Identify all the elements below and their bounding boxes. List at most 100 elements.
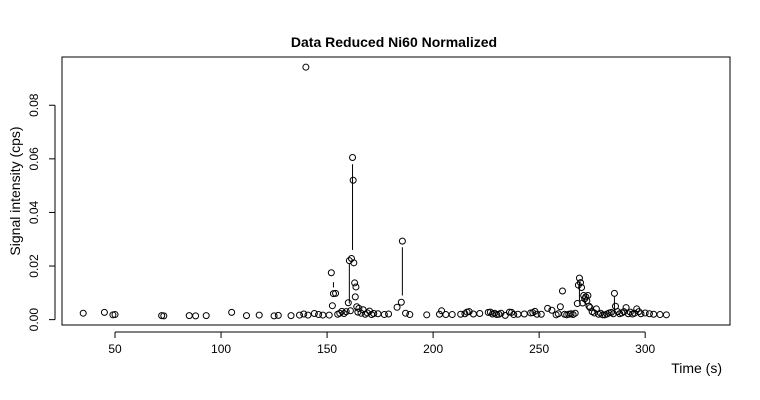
data-point (380, 311, 388, 319)
data-point (370, 309, 378, 317)
data-point (438, 307, 446, 315)
data-point (344, 299, 352, 307)
data-point (641, 309, 649, 317)
data-point (626, 308, 634, 316)
data-point (340, 309, 348, 317)
data-point (571, 309, 579, 317)
data-point (336, 309, 344, 317)
data-point (537, 310, 545, 318)
data-point (310, 309, 318, 317)
data-point (497, 309, 505, 317)
data-point (486, 308, 494, 316)
data-point (79, 309, 87, 317)
data-point (610, 289, 618, 297)
data-point (575, 274, 583, 282)
data-point (508, 308, 516, 316)
data-point (398, 237, 406, 245)
data-point (349, 154, 357, 161)
data-point (548, 306, 556, 314)
x-tick-label: 100 (211, 342, 231, 356)
data-point (556, 303, 564, 311)
y-tick-label: 0.08 (27, 93, 41, 117)
data-point (585, 302, 593, 310)
data-point (622, 304, 630, 312)
data-point (584, 292, 592, 300)
data-point (242, 312, 250, 320)
y-tick-label: 0.06 (27, 147, 41, 171)
data-point (351, 279, 359, 287)
x-tick-label: 250 (529, 342, 549, 356)
data-point (349, 176, 357, 184)
data-point (100, 308, 108, 316)
data-point (374, 310, 382, 318)
data-point (342, 308, 350, 316)
data-point (287, 312, 295, 320)
data-point (599, 311, 607, 319)
data-point (457, 310, 465, 318)
data-point (476, 309, 484, 317)
data-point (274, 311, 282, 319)
data-point (448, 311, 456, 319)
data-point (558, 287, 566, 295)
data-point (270, 312, 278, 320)
data-point (442, 311, 450, 319)
data-point (514, 310, 522, 318)
data-point (345, 257, 353, 265)
data-point (192, 312, 200, 320)
data-point (160, 312, 168, 320)
data-point (637, 310, 645, 318)
data-point (393, 303, 401, 311)
data-point (635, 308, 643, 316)
data-point (328, 302, 336, 310)
data-point (578, 283, 586, 291)
x-tick-label: 50 (108, 342, 122, 356)
data-point (350, 259, 358, 267)
y-tick-label: 0.04 (27, 200, 41, 224)
data-point (332, 289, 340, 297)
data-point (304, 311, 312, 319)
data-point (302, 63, 310, 71)
data-point (533, 310, 541, 318)
x-tick-label: 200 (423, 342, 443, 356)
data-point (327, 269, 335, 277)
data-points (79, 63, 670, 320)
data-point (461, 310, 469, 318)
data-point (573, 300, 581, 308)
y-axis-label: Signal intensity (cps) (7, 126, 23, 255)
data-point (346, 307, 354, 315)
data-point (406, 311, 414, 319)
data-point (325, 311, 333, 319)
plot-frame (61, 56, 731, 326)
x-tick-label: 300 (635, 342, 655, 356)
data-point (352, 283, 360, 291)
data-point (402, 309, 410, 317)
data-point (576, 279, 584, 287)
x-tick-label: 150 (317, 342, 337, 356)
spike-segments (332, 164, 615, 311)
data-point (554, 310, 562, 318)
data-point (544, 304, 552, 312)
data-point (111, 311, 119, 319)
x-axis: 50 100 150 200 250 300 (108, 331, 656, 356)
data-point (338, 307, 346, 315)
data-point (650, 310, 658, 318)
x-axis-label: Time (s) (671, 360, 722, 376)
y-tick-label: 0.00 (27, 308, 41, 332)
data-point (300, 310, 308, 318)
data-point (579, 299, 587, 307)
data-point (351, 293, 359, 301)
data-point (662, 311, 670, 319)
data-point (397, 298, 405, 306)
data-point (315, 311, 323, 319)
data-point (202, 312, 210, 320)
data-point (255, 311, 263, 319)
data-point (586, 304, 594, 312)
data-point (228, 308, 236, 316)
data-point (656, 311, 664, 319)
data-point (520, 310, 528, 318)
y-axis: 0.00 0.02 0.04 0.06 0.08 (27, 93, 56, 332)
data-point (385, 310, 393, 318)
chart-title: Data Reduced Ni60 Normalized (291, 34, 497, 50)
data-point (319, 311, 327, 319)
